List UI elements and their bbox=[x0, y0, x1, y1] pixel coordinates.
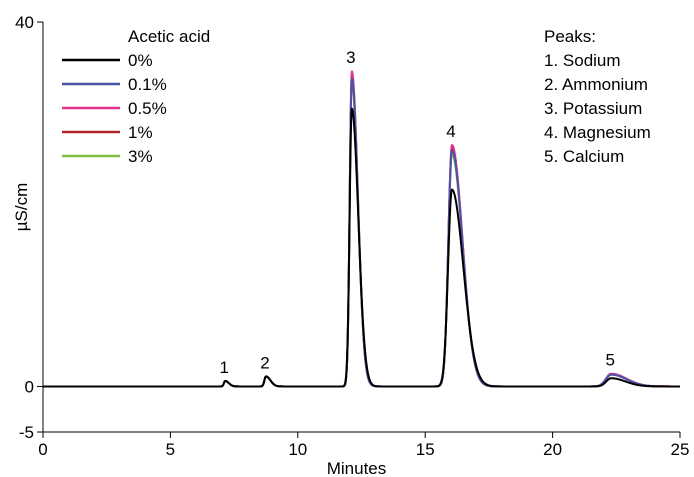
series-line-0% bbox=[42, 107, 681, 388]
peak-number-label: 2 bbox=[260, 353, 269, 372]
peak-list-title: Peaks: bbox=[544, 27, 596, 46]
legend-entry: 0.1% bbox=[128, 75, 167, 94]
series-lines bbox=[42, 70, 681, 388]
x-tick-label: 10 bbox=[288, 440, 307, 459]
peak-labels: 1 2 3 4 5 bbox=[219, 48, 614, 377]
peak-list-item: 1. Sodium bbox=[544, 51, 621, 70]
legend: Acetic acid 0% 0.1% 0.5% 1% 3% bbox=[62, 27, 210, 166]
legend-entry: 0% bbox=[128, 51, 153, 70]
legend-entry: 0.5% bbox=[128, 99, 167, 118]
y-tick-label: -5 bbox=[19, 423, 34, 442]
peak-list-item: 5. Calcium bbox=[544, 147, 624, 166]
x-axis-title: Minutes bbox=[327, 459, 387, 477]
peak-list-item: 3. Potassium bbox=[544, 99, 642, 118]
peak-list-item: 2. Ammonium bbox=[544, 75, 648, 94]
y-tick-label: 40 bbox=[15, 13, 34, 32]
x-tick-label: 20 bbox=[543, 440, 562, 459]
series-line-0.5% bbox=[42, 70, 681, 388]
y-tick-label: 0 bbox=[25, 377, 34, 396]
peak-list-item: 4. Magnesium bbox=[544, 123, 651, 142]
y-axis-title: µS/cm bbox=[12, 183, 31, 232]
peak-list: Peaks: 1. Sodium 2. Ammonium 3. Potassium 4.… bbox=[544, 27, 651, 166]
legend-entry: 3% bbox=[128, 147, 153, 166]
peak-number-label: 3 bbox=[346, 48, 355, 67]
peak-number-label: 4 bbox=[446, 122, 455, 141]
series-line-1% bbox=[42, 73, 681, 388]
x-tick-label: 0 bbox=[38, 440, 47, 459]
x-tick-label: 5 bbox=[166, 440, 175, 459]
x-tick-label: 25 bbox=[671, 440, 690, 459]
peak-number-label: 1 bbox=[219, 358, 228, 377]
peak-number-label: 5 bbox=[605, 351, 614, 370]
legend-title: Acetic acid bbox=[128, 27, 210, 46]
legend-entry: 1% bbox=[128, 123, 153, 142]
x-tick-label: 15 bbox=[416, 440, 435, 459]
